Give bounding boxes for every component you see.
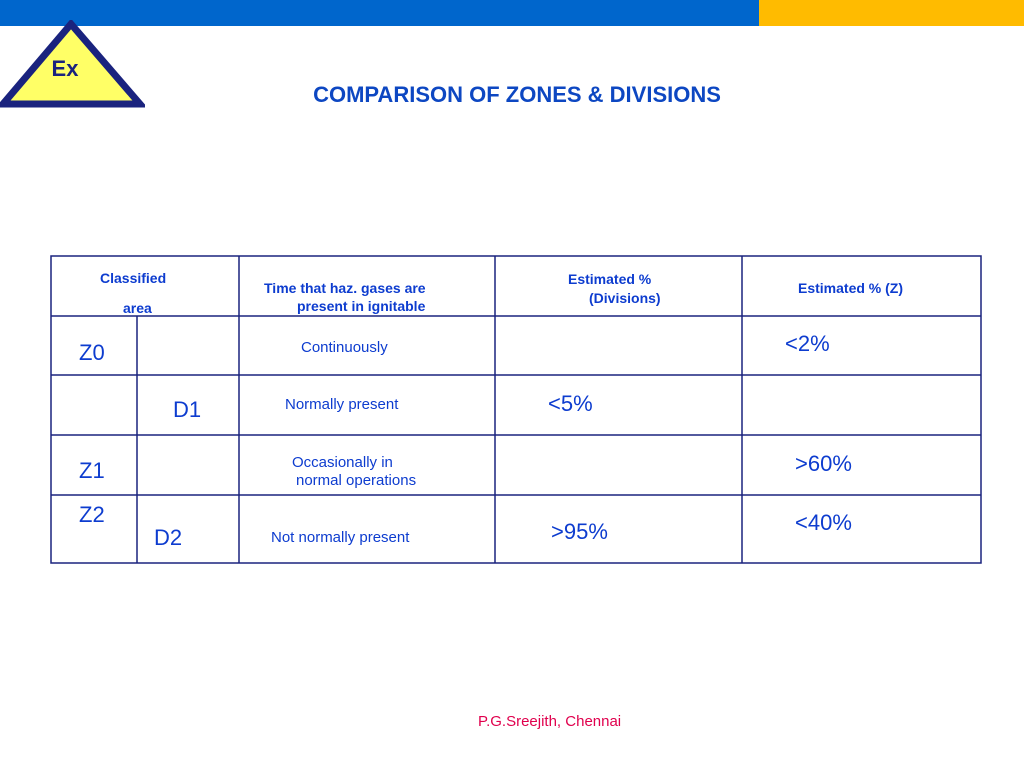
cell-zone: Z1 [79, 458, 105, 483]
header-classified-area-2: area [123, 300, 152, 316]
cell-zone-pct: <2% [785, 331, 830, 356]
cell-time: Continuously [301, 339, 388, 356]
header-classified-area: Classified [100, 270, 167, 286]
cell-zone-pct: >60% [795, 451, 852, 476]
cell-division-pct: >95% [551, 519, 608, 544]
top-bar-accent [759, 0, 1024, 26]
top-bar [0, 0, 759, 26]
cell-zone: Z2 [79, 502, 105, 527]
cell-time-2: normal operations [296, 472, 417, 489]
header-estimated-zones: Estimated % (Z) [798, 280, 904, 296]
header-time-present: Time that haz. gases are [264, 280, 426, 296]
cell-time: Normally present [285, 396, 399, 413]
cell-division: D1 [173, 397, 202, 422]
header-time-present-2: present in ignitable [297, 298, 426, 314]
cell-zone: Z0 [79, 340, 105, 365]
cell-time: Occasionally in [292, 454, 393, 471]
cell-zone-pct: <40% [795, 510, 852, 535]
header-estimated-divisions: Estimated % [568, 271, 652, 287]
cell-division-pct: <5% [548, 391, 593, 416]
header-estimated-divisions-2: (Divisions) [589, 290, 661, 306]
ex-logo-text: Ex [51, 56, 79, 81]
cell-division: D2 [154, 525, 183, 550]
ex-logo [0, 20, 145, 108]
page-title: COMPARISON OF ZONES & DIVISIONS [313, 82, 721, 107]
footer-author: P.G.Sreejith, Chennai [478, 713, 622, 730]
cell-time: Not normally present [271, 529, 410, 546]
